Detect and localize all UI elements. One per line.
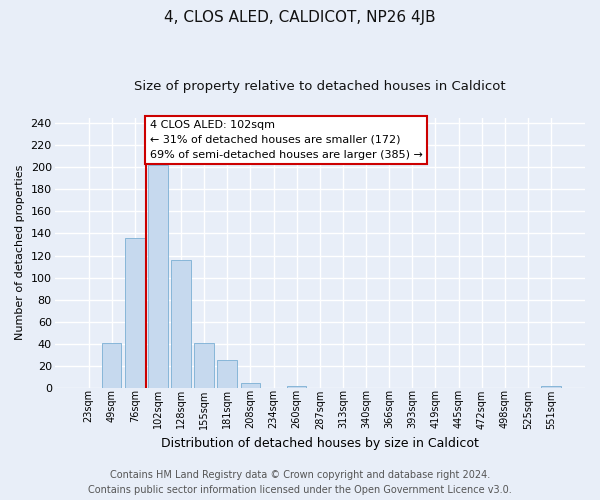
Bar: [102, 342, 121, 388]
Bar: [125, 238, 145, 388]
Y-axis label: Number of detached properties: Number of detached properties: [15, 165, 25, 340]
Bar: [541, 386, 561, 388]
Text: Contains HM Land Registry data © Crown copyright and database right 2024.
Contai: Contains HM Land Registry data © Crown c…: [88, 470, 512, 495]
Bar: [148, 165, 168, 388]
Bar: [194, 342, 214, 388]
Text: 4 CLOS ALED: 102sqm
← 31% of detached houses are smaller (172)
69% of semi-detac: 4 CLOS ALED: 102sqm ← 31% of detached ho…: [150, 120, 422, 160]
Bar: [217, 360, 237, 388]
Text: 4, CLOS ALED, CALDICOT, NP26 4JB: 4, CLOS ALED, CALDICOT, NP26 4JB: [164, 10, 436, 25]
Title: Size of property relative to detached houses in Caldicot: Size of property relative to detached ho…: [134, 80, 506, 93]
X-axis label: Distribution of detached houses by size in Caldicot: Distribution of detached houses by size …: [161, 437, 479, 450]
Bar: [241, 384, 260, 388]
Bar: [171, 260, 191, 388]
Bar: [287, 386, 307, 388]
